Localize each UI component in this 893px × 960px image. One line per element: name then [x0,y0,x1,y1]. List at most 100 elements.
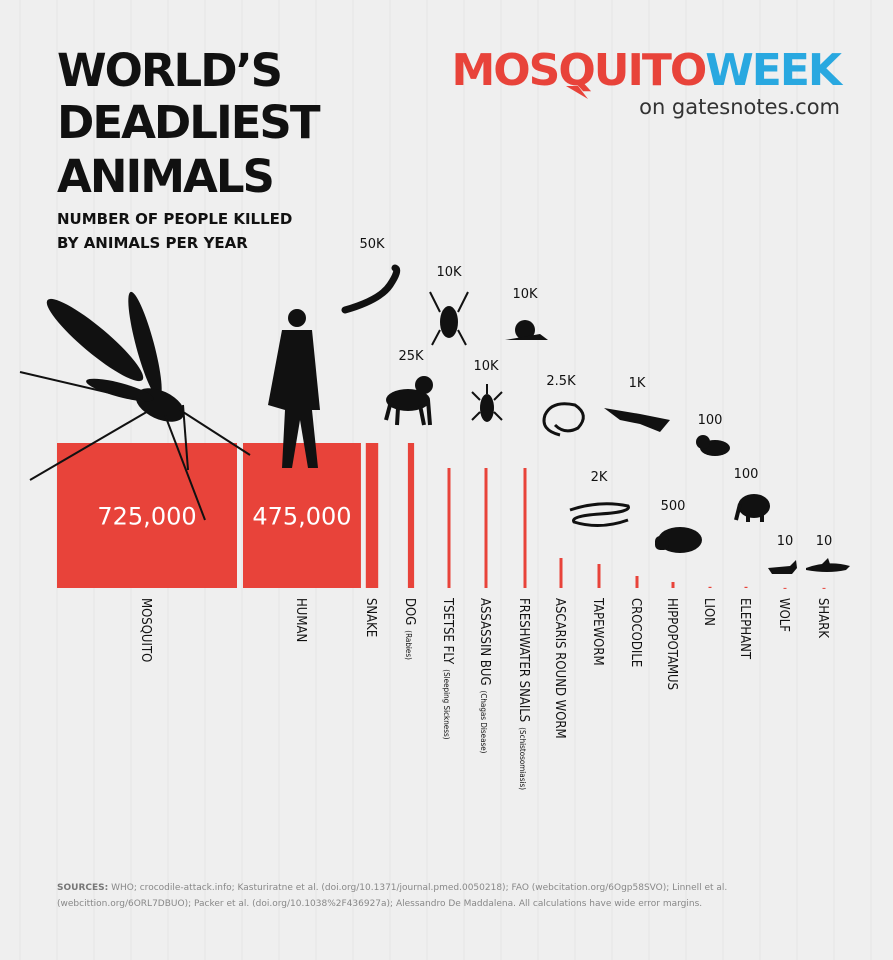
icon [384,399,432,426]
category-name: TSETSE FLY [440,597,455,665]
icon [440,306,458,338]
icon [341,264,401,314]
bar [671,582,675,588]
icon [515,320,535,340]
bar [523,468,527,588]
icon [738,494,770,518]
category-name: SNAKE [363,598,378,637]
category-label: MOSQUITO [138,598,153,662]
category-name: TAPEWORM [590,597,605,666]
bar [744,586,748,588]
bar [783,587,787,589]
category-note: (Chagas Disease) [479,691,488,754]
title-line: ANIMALS [57,150,273,203]
category-label: LION [701,598,716,626]
category-label: SNAKE [363,598,378,637]
category-name: CROCODILE [628,598,643,667]
sources-text: WHO; crocodile-attack.info; Kasturiratne… [57,883,728,909]
icon [288,309,306,327]
category-name: WOLF [776,598,791,632]
value-label: 100 [734,467,759,482]
category-name: MOSQUITO [138,598,153,662]
bar [559,558,563,588]
category-name: HUMAN [293,598,308,642]
title-line: WORLD’S [57,44,281,97]
bar [597,564,601,588]
category-name: ASSASSIN BUG [477,598,492,686]
icon [569,502,630,527]
value-label: 475,000 [252,503,351,531]
icon [471,384,503,421]
value-label: 2K [591,470,608,485]
icon [128,291,162,399]
icon [542,402,585,437]
sources-label: SOURCES: [57,883,109,893]
icon [46,298,144,382]
category-note: (Sleeping Sickness) [442,669,451,739]
icon [19,371,141,401]
icon [604,408,670,432]
value-label: 25K [398,349,424,364]
value-label: 2.5K [546,374,576,389]
category-label: CROCODILE [628,598,643,667]
brand-first: MOSQUITO [451,45,705,96]
category-name: ELEPHANT [737,598,752,660]
icon [179,409,251,456]
category-name: DOG [402,598,417,625]
bar [447,468,451,588]
icon [164,414,206,521]
icon [415,376,433,394]
bar [57,443,237,588]
icons [19,264,850,574]
subtitle-line: BY ANIMALS PER YEAR [57,234,248,252]
icon [658,527,702,553]
category-name: ASCARIS ROUND WORM [552,598,567,739]
category-label: HIPPOPOTAMUS [664,598,679,690]
value-label: 50K [359,237,385,252]
brand-second: WEEK [705,45,844,96]
bar [635,576,639,588]
bar [708,586,712,588]
icon [505,334,548,340]
category-label: TAPEWORM [590,597,605,666]
value-label: 10 [816,534,833,549]
value-label: 10K [473,359,499,374]
bar [243,443,361,588]
category-note: (Schistosomiasis) [518,727,527,790]
icon [29,409,151,481]
value-label: 10 [777,534,794,549]
category-name: SHARK [815,598,830,638]
logo-tail [566,86,588,99]
bar [407,443,415,588]
value-label: 10K [436,265,462,280]
icon [86,378,154,402]
value-label: 500 [661,499,686,514]
icon [696,435,710,449]
category-label: ELEPHANT [737,598,752,660]
stripes [19,0,872,960]
category-note: (Rabies) [404,630,413,660]
sources: SOURCES: WHO; crocodile-attack.info; Kas… [57,880,817,912]
icon [182,404,189,471]
subtitle-line: NUMBER OF PEOPLE KILLED [57,210,292,228]
icon [429,291,469,346]
category-label: ASSASSIN BUG (Chagas Disease) [477,598,492,754]
value-label: 10K [512,287,538,302]
title-line: DEADLIEST [57,96,321,149]
brand-site: on gatesnotes.com [639,95,840,119]
category-label: ASCARIS ROUND WORM [552,598,567,739]
icon [806,558,850,572]
category-label: FRESHWATER SNAILS (Schistosomiasis) [516,598,531,790]
icon [734,503,764,522]
category-label: HUMAN [293,598,308,642]
category-label: TSETSE FLY (Sleeping Sickness) [440,597,455,740]
icon [268,330,320,468]
bar [365,443,379,588]
value-label: 725,000 [97,503,196,531]
bar [484,468,488,588]
icon [655,536,669,550]
category-name: FRESHWATER SNAILS [516,598,531,722]
category-label: DOG (Rabies) [402,598,417,660]
